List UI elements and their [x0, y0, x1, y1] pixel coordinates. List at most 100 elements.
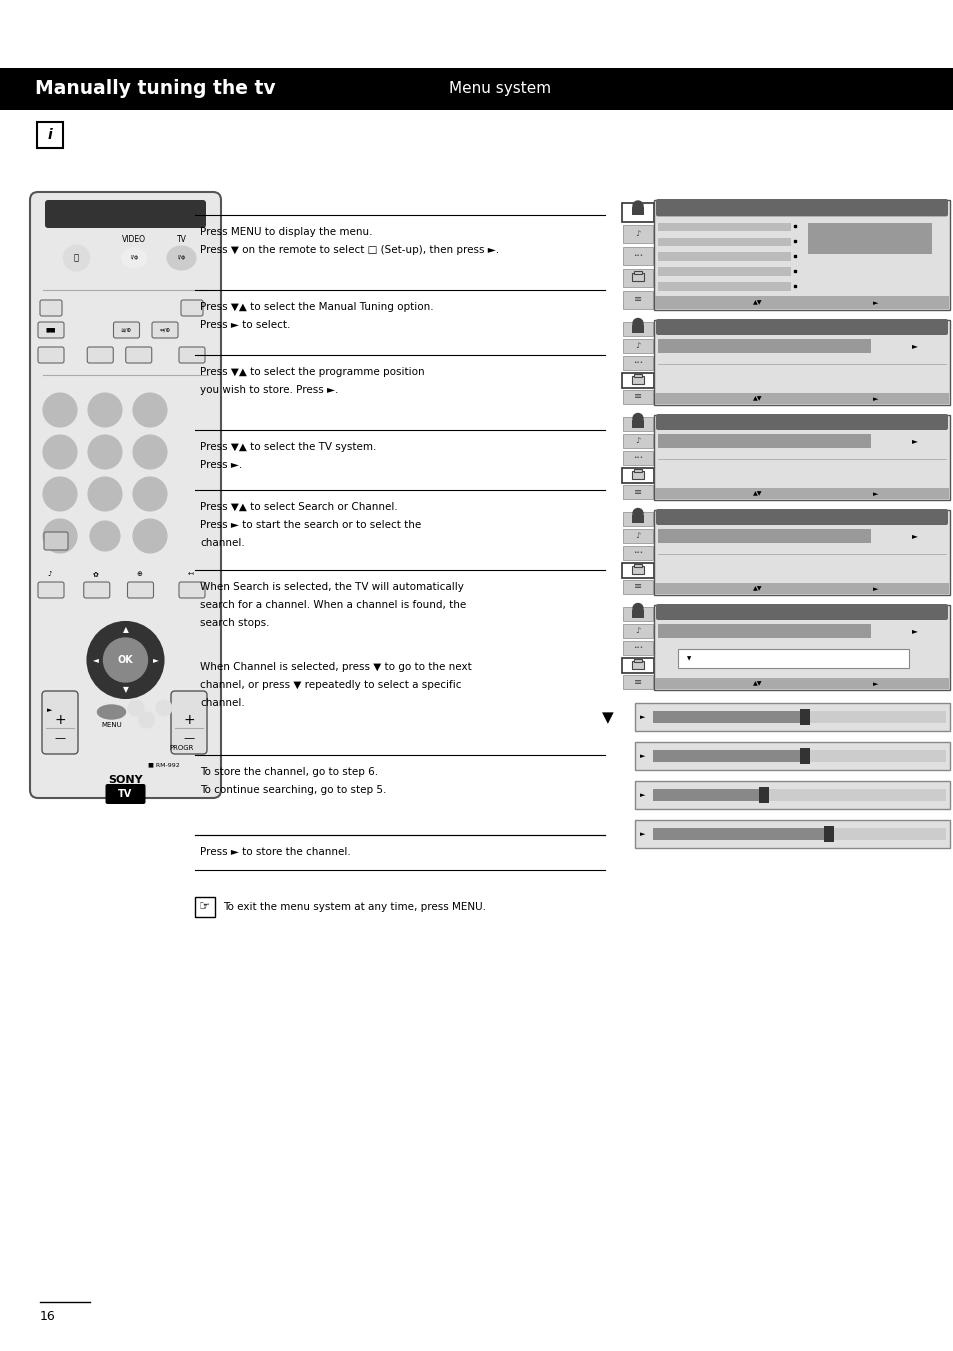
- Text: ♪: ♪: [635, 436, 640, 444]
- Text: —: —: [54, 734, 66, 743]
- Text: ⊕: ⊕: [136, 571, 142, 577]
- Text: ►: ►: [872, 300, 878, 305]
- Bar: [634, 272, 641, 274]
- Bar: [658, 624, 870, 638]
- Circle shape: [633, 319, 642, 328]
- Bar: [655, 488, 948, 499]
- Bar: [622, 530, 652, 543]
- Bar: [631, 609, 643, 617]
- Text: ►: ►: [639, 713, 645, 720]
- Circle shape: [138, 712, 154, 728]
- Bar: [631, 207, 643, 215]
- Circle shape: [132, 393, 167, 427]
- FancyBboxPatch shape: [42, 690, 78, 754]
- Text: ⇔/⊕: ⇔/⊕: [159, 327, 171, 332]
- FancyBboxPatch shape: [656, 413, 947, 430]
- FancyBboxPatch shape: [171, 690, 207, 754]
- Bar: [622, 290, 652, 309]
- Text: ▲: ▲: [122, 626, 129, 635]
- FancyBboxPatch shape: [87, 347, 113, 363]
- FancyBboxPatch shape: [179, 347, 205, 363]
- Text: ✿: ✿: [92, 571, 98, 577]
- Bar: [768, 789, 945, 801]
- FancyBboxPatch shape: [126, 347, 152, 363]
- FancyBboxPatch shape: [30, 192, 221, 798]
- Bar: [654, 415, 949, 500]
- Bar: [621, 373, 654, 388]
- Text: ▼: ▼: [601, 711, 613, 725]
- Circle shape: [633, 201, 642, 211]
- Bar: [621, 467, 654, 484]
- Bar: [622, 417, 652, 431]
- Text: Press ▼▲ to select the Manual Tuning option.: Press ▼▲ to select the Manual Tuning opt…: [200, 303, 434, 312]
- Text: When Channel is selected, press ▼ to go to the next: When Channel is selected, press ▼ to go …: [200, 662, 471, 671]
- FancyBboxPatch shape: [179, 582, 205, 598]
- Text: ■ RM-992: ■ RM-992: [148, 762, 180, 767]
- FancyBboxPatch shape: [128, 582, 153, 598]
- Circle shape: [43, 477, 77, 511]
- Bar: [658, 253, 790, 261]
- FancyBboxPatch shape: [656, 319, 947, 335]
- Bar: [622, 451, 652, 465]
- Bar: [631, 515, 643, 523]
- Bar: [654, 605, 949, 690]
- Bar: [654, 509, 949, 594]
- Bar: [652, 750, 804, 762]
- Text: ≡: ≡: [634, 392, 641, 401]
- Text: To continue searching, go to step 5.: To continue searching, go to step 5.: [200, 785, 386, 794]
- FancyBboxPatch shape: [37, 122, 63, 149]
- Text: ►: ►: [152, 655, 158, 665]
- Circle shape: [88, 477, 122, 511]
- Text: ▲▼: ▲▼: [752, 492, 761, 497]
- Text: search stops.: search stops.: [200, 617, 269, 628]
- Text: Press ▼ on the remote to select □ (Set-up), then press ►.: Press ▼ on the remote to select □ (Set-u…: [200, 245, 498, 255]
- Circle shape: [156, 700, 172, 716]
- Circle shape: [103, 638, 148, 682]
- Text: ◄: ◄: [92, 655, 98, 665]
- Text: Press ► to store the channel.: Press ► to store the channel.: [200, 847, 351, 857]
- Circle shape: [64, 245, 90, 272]
- Circle shape: [132, 519, 167, 553]
- Text: ≅/⊕: ≅/⊕: [121, 327, 132, 332]
- Bar: [654, 200, 949, 309]
- Bar: [635, 703, 949, 731]
- FancyBboxPatch shape: [38, 322, 64, 338]
- Bar: [658, 238, 790, 246]
- Bar: [635, 820, 949, 848]
- Text: Press ▼▲ to select the programme position: Press ▼▲ to select the programme positio…: [200, 367, 424, 377]
- Text: ≡: ≡: [634, 677, 641, 686]
- Bar: [621, 563, 654, 578]
- Circle shape: [132, 435, 167, 469]
- Text: TV: TV: [176, 235, 186, 245]
- Text: ♪: ♪: [635, 626, 640, 635]
- Bar: [658, 223, 790, 231]
- Bar: [622, 434, 652, 449]
- Bar: [759, 786, 768, 804]
- Text: ♪: ♪: [635, 228, 640, 238]
- Bar: [658, 530, 870, 543]
- Text: To exit the menu system at any time, press MENU.: To exit the menu system at any time, pre…: [223, 902, 485, 912]
- Bar: [800, 748, 809, 765]
- Text: To store the channel, go to step 6.: To store the channel, go to step 6.: [200, 767, 377, 777]
- Text: Press MENU to display the menu.: Press MENU to display the menu.: [200, 227, 372, 236]
- Text: Menu system: Menu system: [449, 81, 551, 96]
- Bar: [634, 658, 641, 662]
- Text: channel.: channel.: [200, 538, 245, 549]
- Bar: [622, 512, 652, 526]
- Text: •••: •••: [632, 644, 642, 650]
- Text: MENU: MENU: [101, 721, 122, 728]
- Bar: [621, 658, 654, 673]
- Text: Press ► to select.: Press ► to select.: [200, 320, 290, 330]
- Circle shape: [43, 519, 77, 553]
- FancyBboxPatch shape: [45, 200, 206, 228]
- Bar: [658, 339, 870, 353]
- FancyBboxPatch shape: [656, 604, 947, 620]
- Bar: [652, 789, 763, 801]
- Text: ►: ►: [639, 792, 645, 798]
- Bar: [807, 223, 931, 254]
- Ellipse shape: [122, 249, 147, 267]
- FancyBboxPatch shape: [656, 509, 947, 526]
- Bar: [622, 390, 652, 404]
- Text: I/ɸ: I/ɸ: [177, 254, 186, 259]
- Bar: [654, 320, 949, 405]
